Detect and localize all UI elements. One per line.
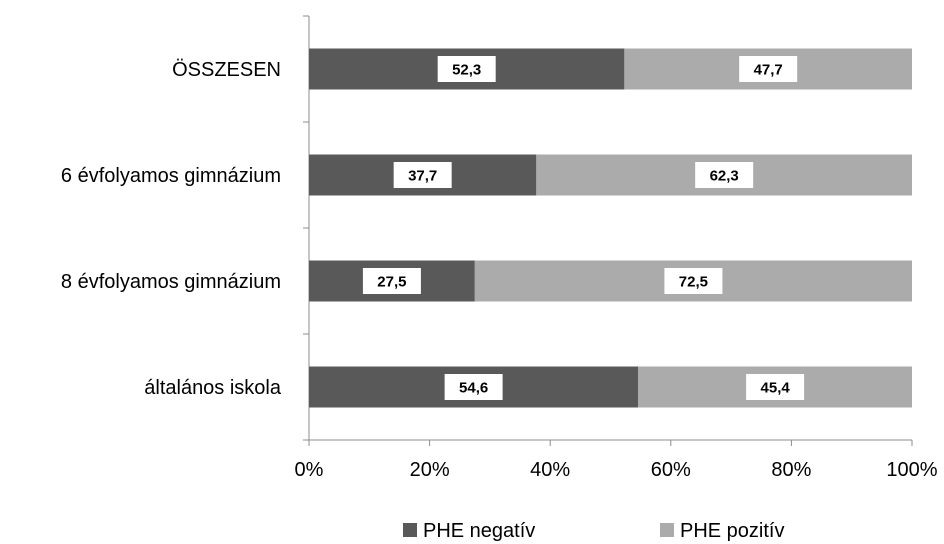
axes: 0% 20% 40% 60% 80% 100% (295, 15, 938, 481)
data-label: 37,7 (408, 168, 437, 185)
data-label: 45,4 (761, 380, 791, 397)
legend-swatch (403, 523, 417, 537)
data-label: 52,3 (452, 62, 481, 79)
data-label-box (746, 374, 805, 400)
category-label: 8 évfolyamos gimnázium (61, 271, 281, 293)
data-label: 72,5 (679, 274, 708, 291)
data-label-box (444, 374, 503, 400)
data-label-box (437, 56, 496, 82)
legend-swatch (660, 523, 674, 537)
data-label: 27,5 (377, 274, 406, 291)
x-tick-label: 40% (530, 459, 570, 481)
data-label-box (695, 162, 754, 188)
legend-label: PHE pozitív (680, 520, 784, 542)
x-tick-label: 100% (886, 459, 937, 481)
x-tick-label: 80% (771, 459, 811, 481)
labels: ÖSSZESEN 52,3 47,7 6 évfolyamos gimnázium 37… (61, 56, 805, 400)
data-label: 54,6 (459, 380, 488, 397)
legend: PHE negatív PHE pozitív (403, 520, 784, 542)
legend-label: PHE negatív (423, 520, 535, 542)
data-label: 62,3 (710, 168, 739, 185)
data-label-box (362, 268, 421, 294)
category-label: általános iskola (144, 377, 282, 399)
category-label: 6 évfolyamos gimnázium (61, 165, 281, 187)
bars (309, 48, 912, 408)
x-tick-label: 60% (651, 459, 691, 481)
x-tick-label: 0% (295, 459, 324, 481)
data-label-box (393, 162, 452, 188)
data-label-box (739, 56, 798, 82)
data-label: 47,7 (754, 62, 783, 79)
data-label-box (664, 268, 723, 294)
x-tick-label: 20% (410, 459, 450, 481)
category-label: ÖSSZESEN (172, 59, 281, 81)
